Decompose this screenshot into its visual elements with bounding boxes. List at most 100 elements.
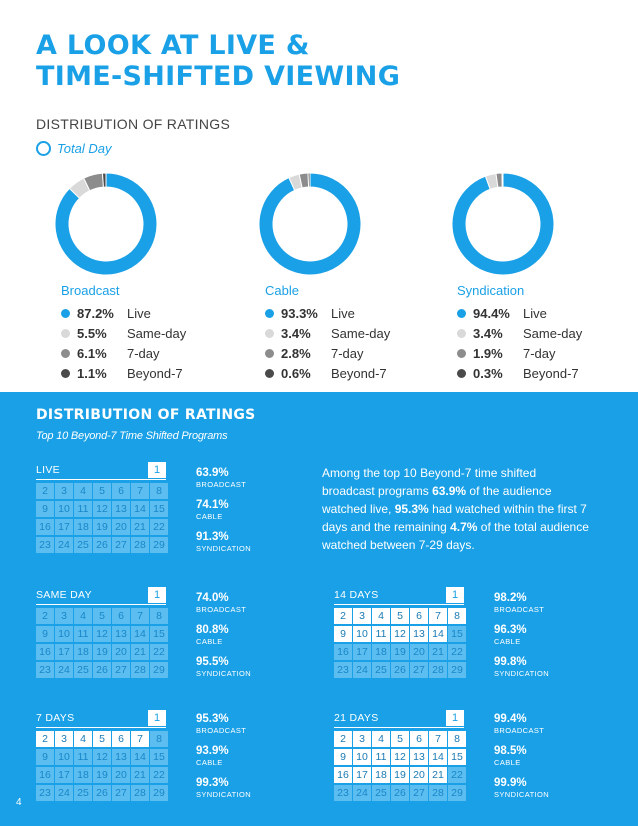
calendar-day: 2 xyxy=(334,731,352,747)
calendar-day: 26 xyxy=(391,785,409,801)
calendar-day: 16 xyxy=(334,644,352,660)
calendar-day: 3 xyxy=(55,483,73,499)
distribution-row: 93.3% Live xyxy=(265,303,435,323)
calendar-day: 20 xyxy=(112,767,130,783)
same-day-dot-icon xyxy=(265,328,274,338)
calendar-header: LIVE 1 xyxy=(36,461,166,480)
bottom-title: DISTRIBUTION OF RATINGS xyxy=(36,407,256,423)
value-label: 87.2% xyxy=(77,305,114,321)
stat-label: CABLE xyxy=(494,637,521,646)
distribution-row: 5.5% Same-day xyxy=(61,323,231,343)
calendar-day: 17 xyxy=(55,644,73,660)
calendar-day: 22 xyxy=(150,767,168,783)
calendar-7-days: 7 DAYS 1 2 3 4 5 6 7 8 9 10 11 12 13 14 15 16 17 18 19 20 21… xyxy=(36,709,168,801)
stat-label: CABLE xyxy=(196,512,223,521)
calendar-day: 5 xyxy=(93,608,111,624)
calendar-day: 11 xyxy=(372,749,390,765)
distribution-row: 6.1% 7-day xyxy=(61,343,231,363)
calendar-day: 9 xyxy=(36,626,54,642)
calendar-day: 15 xyxy=(150,626,168,642)
stat-broadcast: 98.2% BROADCAST xyxy=(494,591,584,615)
distribution-row: 0.3% Beyond-7 xyxy=(457,363,627,383)
stat-label: SYNDICATION xyxy=(494,790,550,799)
stat-syndication: 95.5% SYNDICATION xyxy=(196,655,286,679)
stat-value: 99.4% xyxy=(494,713,527,725)
calendar-day: 28 xyxy=(131,537,149,553)
category-label: Same-day xyxy=(127,325,187,341)
calendar-day: 19 xyxy=(93,767,111,783)
distribution-row: 87.2% Live xyxy=(61,303,231,323)
value-label: 93.3% xyxy=(281,305,318,321)
calendar-day: 6 xyxy=(410,608,428,624)
calendar-day: 8 xyxy=(150,608,168,624)
stat-label: SYNDICATION xyxy=(196,790,252,799)
page-title: A LOOK AT LIVE & TIME-SHIFTED VIEWING xyxy=(36,30,400,92)
value-label: 6.1% xyxy=(77,345,107,361)
live-slice xyxy=(54,172,158,276)
calendar-day: 26 xyxy=(391,662,409,678)
calendar-header: 21 DAYS 1 xyxy=(334,709,464,728)
calendar-header: 7 DAYS 1 xyxy=(36,709,166,728)
calendar-day: 14 xyxy=(131,626,149,642)
day-one: 1 xyxy=(446,710,464,726)
value-label: 94.4% xyxy=(473,305,510,321)
calendar-day: 4 xyxy=(74,483,92,499)
calendar-day: 24 xyxy=(353,662,371,678)
stat-syndication: 99.8% SYNDICATION xyxy=(494,655,584,679)
calendar-day: 10 xyxy=(353,626,371,642)
calendar-day: 16 xyxy=(36,644,54,660)
calendar-day: 18 xyxy=(372,767,390,783)
calendar-day: 18 xyxy=(74,644,92,660)
calendar-day: 29 xyxy=(150,785,168,801)
stat-label: SYNDICATION xyxy=(494,669,550,678)
calendar-day: 29 xyxy=(448,785,466,801)
stat-value: 63.9% xyxy=(196,467,229,479)
calendar-day: 4 xyxy=(74,608,92,624)
calendar-name: LIVE xyxy=(36,464,60,476)
calendar-day: 7 xyxy=(429,608,447,624)
calendar-day: 10 xyxy=(353,749,371,765)
calendar-day: 14 xyxy=(429,749,447,765)
calendar-day: 7 xyxy=(429,731,447,747)
calendar-day: 19 xyxy=(391,644,409,660)
calendar-day: 18 xyxy=(372,644,390,660)
page-title-line1: A LOOK AT LIVE & xyxy=(36,30,310,61)
stat-label: BROADCAST xyxy=(494,726,545,735)
stat-value: 93.9% xyxy=(196,745,229,757)
value-label: 3.4% xyxy=(473,325,503,341)
calendar-day: 27 xyxy=(112,662,130,678)
calendar-day: 26 xyxy=(93,537,111,553)
calendar-day: 6 xyxy=(112,483,130,499)
page-number: 4 xyxy=(16,797,22,808)
calendar-name: 21 DAYS xyxy=(334,712,379,724)
stats-same-day: 74.0% BROADCAST 80.8% CABLE 95.5% SYNDICATI… xyxy=(196,591,286,687)
calendar-day: 22 xyxy=(150,519,168,535)
category-label: 7-day xyxy=(127,345,160,361)
category-label: Beyond-7 xyxy=(331,365,387,381)
same-day-dot-icon xyxy=(457,328,466,338)
calendar-day: 5 xyxy=(93,483,111,499)
category-label: Same-day xyxy=(331,325,391,341)
calendar-day: 23 xyxy=(36,537,54,553)
calendar-day: 27 xyxy=(410,662,428,678)
day-one: 1 xyxy=(148,587,166,603)
calendar-day: 7 xyxy=(131,483,149,499)
calendar-day: 11 xyxy=(74,626,92,642)
value-label: 1.1% xyxy=(77,365,107,381)
stats-14-days: 98.2% BROADCAST 96.3% CABLE 99.8% SYNDICATI… xyxy=(494,591,584,687)
calendar-day: 24 xyxy=(55,537,73,553)
stat-value: 98.5% xyxy=(494,745,527,757)
stat-syndication: 91.3% SYNDICATION xyxy=(196,530,286,554)
stat-cable: 98.5% CABLE xyxy=(494,744,584,768)
broadcast-label: Broadcast xyxy=(61,283,120,298)
calendar-day: 2 xyxy=(36,731,54,747)
calendar-day: 15 xyxy=(150,749,168,765)
calendar-day: 29 xyxy=(150,662,168,678)
calendar-name: 14 DAYS xyxy=(334,589,379,601)
value-label: 2.8% xyxy=(281,345,311,361)
total-day-label: Total Day xyxy=(57,141,112,156)
calendar-day: 29 xyxy=(448,662,466,678)
calendar-day: 21 xyxy=(131,767,149,783)
calendar-day: 11 xyxy=(74,749,92,765)
summary-paragraph: Among the top 10 Beyond-7 time shifted b… xyxy=(322,464,592,554)
